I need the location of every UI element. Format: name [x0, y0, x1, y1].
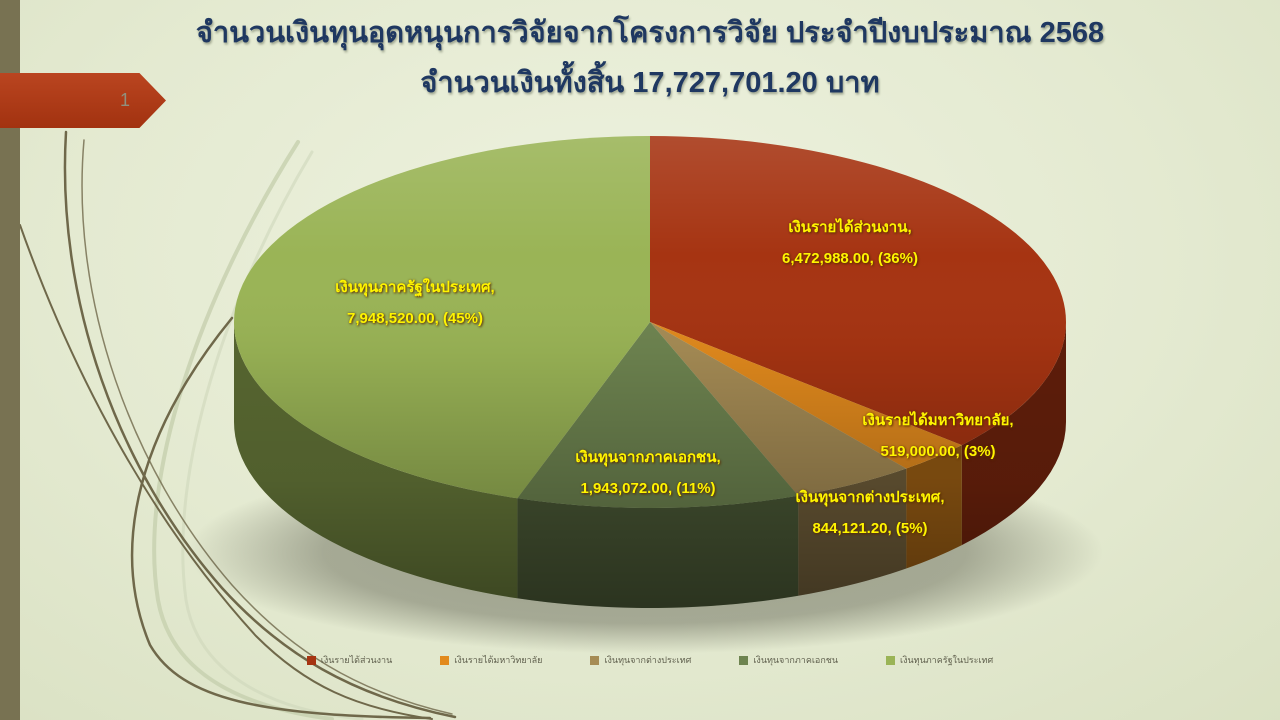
slide-title-line1: จำนวนเงินทุนอุดหนุนการวิจัยจากโครงการวิจ…	[195, 17, 1105, 49]
legend-item-foreign-funds: เงินทุนจากต่างประเทศ	[590, 653, 691, 667]
slice-label-name: เงินรายได้ส่วนงาน,	[788, 219, 912, 236]
legend-item-unit-income: เงินรายได้ส่วนงาน	[306, 653, 393, 667]
page-number: 1	[119, 90, 130, 110]
legend-item-university-income: เงินรายได้มหาวิทยาลัย	[440, 653, 542, 667]
legend-label: เงินรายได้ส่วนงาน	[320, 655, 393, 665]
legend-swatch-icon	[886, 655, 896, 665]
legend-label: เงินทุนภาครัฐในประเทศ	[900, 655, 994, 665]
legend-swatch-icon	[306, 655, 316, 665]
page-number-banner: 1	[0, 73, 166, 128]
slide-title: จำนวนเงินทุนอุดหนุนการวิจัยจากโครงการวิจ…	[20, 8, 1280, 108]
legend-item-private-sector: เงินทุนจากภาคเอกชน	[739, 653, 838, 667]
slice-label-name: เงินทุนภาครัฐในประเทศ,	[335, 279, 495, 296]
slice-label-name: เงินทุนจากภาคเอกชน,	[575, 449, 721, 466]
slice-label-name: เงินรายได้มหาวิทยาลัย,	[862, 412, 1014, 429]
slice-label-university-income: เงินรายได้มหาวิทยาลัย, 519,000.00, (3%)	[862, 405, 1013, 467]
legend-swatch-icon	[590, 655, 600, 665]
slice-label-private-sector: เงินทุนจากภาคเอกชน, 1,943,072.00, (11%)	[575, 442, 720, 504]
legend-label: เงินทุนจากต่างประเทศ	[604, 655, 692, 665]
slice-label-unit-income: เงินรายได้ส่วนงาน, 6,472,988.00, (36%)	[782, 212, 918, 274]
slice-label-value: 844,121.20, (5%)	[812, 520, 928, 537]
chart-legend: เงินรายได้ส่วนงาน เงินรายได้มหาวิทยาลัย …	[20, 653, 1280, 667]
legend-label: เงินรายได้มหาวิทยาลัย	[454, 655, 543, 665]
slice-label-value: 519,000.00, (3%)	[880, 443, 996, 460]
slice-label-value: 6,472,988.00, (36%)	[782, 250, 918, 267]
left-sidebar-stripe	[0, 0, 20, 720]
legend-item-domestic-government: เงินทุนภาครัฐในประเทศ	[886, 653, 993, 667]
slice-label-foreign-funds: เงินทุนจากต่างประเทศ, 844,121.20, (5%)	[796, 482, 945, 544]
slice-label-value: 7,948,520.00, (45%)	[347, 310, 483, 327]
slide-title-line2: จำนวนเงินทั้งสิ้น 17,727,701.20 บาท	[420, 67, 880, 99]
legend-swatch-icon	[739, 655, 749, 665]
slice-label-name: เงินทุนจากต่างประเทศ,	[795, 489, 945, 506]
legend-swatch-icon	[440, 655, 450, 665]
slice-label-domestic-government: เงินทุนภาครัฐในประเทศ, 7,948,520.00, (45…	[335, 272, 494, 334]
slice-label-value: 1,943,072.00, (11%)	[580, 480, 716, 497]
legend-label: เงินทุนจากภาคเอกชน	[753, 655, 839, 665]
